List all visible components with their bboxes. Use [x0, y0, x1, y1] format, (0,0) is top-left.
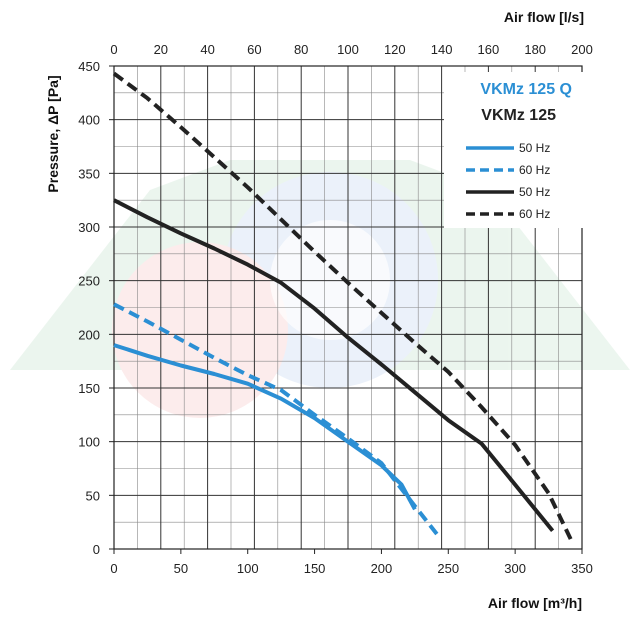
legend-title: VKMz 125 — [481, 107, 556, 124]
series-lines — [112, 71, 574, 542]
x-tick-label: 300 — [504, 561, 526, 576]
series-line-vkmz-125-50-hz — [113, 198, 555, 533]
x2-axis-ticks: 0 20 40 60 80 100 120 140 160 180 200 — [110, 42, 592, 57]
x2-tick-label: 20 — [154, 42, 168, 57]
y-tick-label: 100 — [78, 435, 100, 450]
x2-tick-label: 200 — [571, 42, 593, 57]
legend-label: 50 Hz — [519, 185, 550, 199]
x2-axis-label: Air flow [l/s] — [504, 9, 584, 25]
x2-tick-label: 100 — [337, 42, 359, 57]
legend: VKMz 125 Q VKMz 125 50 Hz 60 Hz 50 Hz 60 Hz — [444, 72, 588, 228]
series-line-vkmz-125-q-60-hz — [113, 302, 440, 537]
x2-tick-label: 180 — [524, 42, 546, 57]
legend-label: 50 Hz — [519, 141, 550, 155]
y-tick-label: 450 — [78, 59, 100, 74]
x2-tick-label: 40 — [200, 42, 214, 57]
y-tick-label: 150 — [78, 381, 100, 396]
y-tick-label: 0 — [93, 542, 100, 557]
x-tick-label: 350 — [571, 561, 593, 576]
y-axis-ticks: 0 50 100 150 200 250 300 350 400 450 — [78, 59, 114, 557]
x2-tick-label: 0 — [110, 42, 117, 57]
series-line-vkmz-125-q-50-hz — [113, 343, 417, 511]
x2-tick-label: 60 — [247, 42, 261, 57]
x2-tick-label: 160 — [478, 42, 500, 57]
x-tick-label: 0 — [110, 561, 117, 576]
y-tick-label: 200 — [78, 327, 100, 342]
y-tick-label: 50 — [86, 488, 100, 503]
y-axis-label: Pressure, ΔP [Pa] — [45, 75, 61, 192]
x2-tick-label: 120 — [384, 42, 406, 57]
x-tick-label: 250 — [437, 561, 459, 576]
y-tick-label: 350 — [78, 166, 100, 181]
x-tick-label: 50 — [174, 561, 188, 576]
plot-frame — [113, 65, 583, 550]
legend-label: 60 Hz — [519, 163, 550, 177]
x-tick-label: 200 — [371, 561, 393, 576]
legend-label: 60 Hz — [519, 207, 550, 221]
legend-box — [444, 72, 588, 228]
y-tick-label: 400 — [78, 113, 100, 128]
series-line-vkmz-125-60-hz — [112, 71, 574, 542]
x-tick-label: 100 — [237, 561, 259, 576]
x2-tick-label: 80 — [294, 42, 308, 57]
y-tick-label: 300 — [78, 220, 100, 235]
x2-tick-label: 140 — [431, 42, 453, 57]
grid-major — [114, 66, 582, 549]
x-axis-label: Air flow [m³/h] — [488, 595, 582, 611]
legend-title: VKMz 125 Q — [480, 81, 572, 98]
x-axis-ticks: 0 50 100 150 200 250 300 350 — [110, 549, 593, 576]
y-tick-label: 250 — [78, 274, 100, 289]
x-tick-label: 150 — [304, 561, 326, 576]
